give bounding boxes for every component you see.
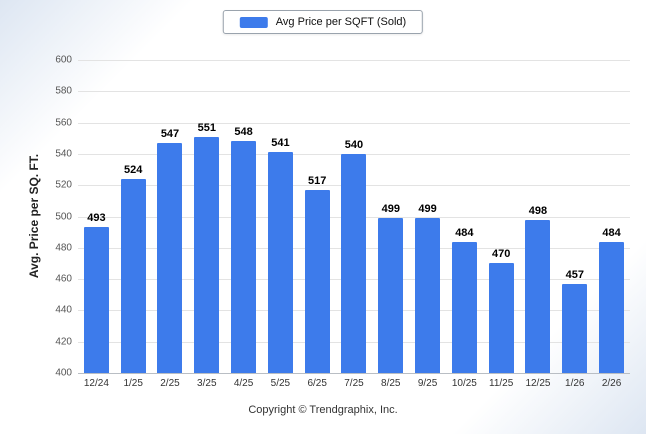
bar [341, 153, 367, 373]
bar-value-label: 524 [124, 163, 143, 176]
bar [231, 141, 257, 373]
bar-column: 499 [409, 60, 446, 373]
bar-column: 484 [593, 60, 630, 373]
bar-value-label: 547 [160, 127, 180, 140]
bar-column: 551 [188, 60, 225, 373]
x-tick-label: 12/25 [525, 378, 551, 389]
bar-column: 470 [483, 60, 520, 373]
bar-column: 548 [225, 60, 262, 373]
x-tick-label: 1/25 [123, 378, 143, 389]
copyright-footer: Copyright © Trendgraphix, Inc. [248, 404, 398, 416]
x-tick-label: 6/25 [307, 378, 327, 389]
bar [157, 142, 183, 373]
y-tick-label: 400 [55, 367, 72, 379]
x-tick-label: 9/25 [417, 378, 438, 389]
x-tick-label: 4/25 [233, 378, 254, 389]
bar-value-label: 493 [87, 212, 106, 225]
bar-value-label: 517 [308, 174, 327, 187]
bar-column: 547 [152, 60, 189, 373]
bar [83, 227, 109, 373]
bars-container: 493 524 547 551 548 541 517 540 499 499 484 470 498 4… [78, 60, 630, 373]
bar [599, 241, 625, 373]
y-tick-label: 440 [55, 304, 72, 316]
x-tick-label: 3/25 [197, 378, 217, 389]
bar-column: 484 [446, 60, 483, 373]
bar-column: 541 [262, 60, 299, 373]
bar-value-label: 499 [381, 203, 400, 216]
bar [525, 219, 551, 373]
y-axis-tick-labels: 400 420 440 460 480 500 520 540 560 580 600 [42, 55, 72, 379]
bar-value-label: 551 [197, 121, 216, 134]
bar [488, 263, 514, 373]
bar-column: 524 [115, 60, 152, 373]
bar-value-label: 548 [234, 126, 253, 139]
gridline [78, 122, 630, 124]
bar-value-label: 499 [418, 203, 437, 216]
gridline [78, 60, 630, 61]
x-tick-label: 2/26 [601, 378, 622, 389]
y-tick-label: 420 [55, 336, 72, 348]
bar-column: 493 [78, 60, 115, 373]
bar-column: 457 [556, 60, 593, 373]
bar [194, 136, 220, 373]
bar [304, 189, 330, 373]
y-tick-label: 560 [55, 117, 72, 129]
legend-swatch-icon [239, 16, 268, 28]
bar-value-label: 484 [455, 226, 474, 239]
y-tick-label: 580 [55, 85, 72, 97]
bar-value-label: 498 [528, 204, 548, 217]
y-tick-label: 520 [55, 179, 72, 191]
bar-column: 517 [299, 60, 336, 373]
bar [415, 218, 441, 373]
x-tick-label: 8/25 [381, 378, 401, 389]
x-tick-label: 12/24 [83, 378, 109, 389]
bar [451, 241, 477, 373]
y-tick-label: 460 [55, 273, 72, 285]
y-axis-title: Avg. Price per SQ. FT. [27, 153, 41, 279]
bar-column: 499 [372, 60, 409, 373]
x-tick-label: 10/25 [451, 378, 477, 389]
bar [267, 152, 293, 373]
bar-value-label: 470 [491, 248, 511, 261]
bar [378, 218, 404, 373]
gridline [78, 91, 630, 93]
bar [120, 178, 146, 373]
bar-value-label: 457 [565, 268, 584, 281]
plot-area: 493 524 547 551 548 541 517 540 499 499 484 470 498 4… [78, 60, 630, 374]
legend: Avg Price per SQFT (Sold) [222, 10, 424, 34]
y-tick-label: 480 [55, 242, 72, 254]
legend-label: Avg Price per SQFT (Sold) [275, 16, 407, 28]
bar-value-label: 541 [271, 137, 290, 150]
x-tick-label: 5/25 [270, 378, 291, 389]
bar-column: 540 [336, 60, 373, 373]
bar-value-label: 540 [344, 138, 364, 151]
bar-value-label: 484 [602, 226, 621, 239]
bar [562, 283, 588, 373]
x-tick-label: 7/25 [344, 378, 364, 389]
y-tick-label: 600 [55, 54, 72, 66]
x-tick-label: 1/26 [565, 378, 585, 389]
bar-column: 498 [520, 60, 557, 373]
x-tick-label: 2/25 [160, 378, 180, 389]
y-tick-label: 540 [55, 148, 72, 160]
y-tick-label: 500 [55, 211, 72, 222]
x-axis-tick-labels: 12/24 1/25 2/25 3/25 4/25 5/25 6/25 7/25 8/25 9/2… [78, 378, 630, 389]
x-tick-label: 11/25 [489, 378, 514, 389]
